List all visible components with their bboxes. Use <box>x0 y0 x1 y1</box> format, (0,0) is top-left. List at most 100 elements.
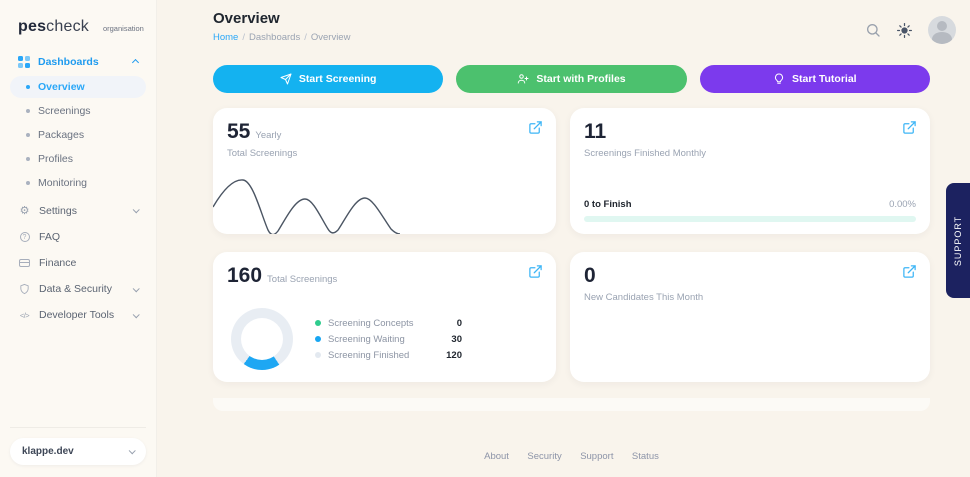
bullet-icon <box>26 181 30 185</box>
shield-icon <box>18 283 31 295</box>
page-title: Overview <box>213 10 280 27</box>
footer-link-about[interactable]: About <box>484 451 509 462</box>
sub-item-label: Packages <box>38 129 85 141</box>
donut-area: Screening Concepts 0 Screening Waiting 3… <box>231 308 462 370</box>
donut-chart <box>231 308 293 370</box>
sidebar-item-screenings[interactable]: Screenings <box>10 100 146 122</box>
sidebar: pescheck organisation Dashboards Overvie… <box>0 0 157 477</box>
user-plus-icon <box>518 74 529 84</box>
header-actions <box>865 10 956 44</box>
legend-row-finished: Screening Finished 120 <box>315 350 462 361</box>
breadcrumb-home[interactable]: Home <box>213 32 239 43</box>
code-icon: </> <box>19 310 30 320</box>
sidebar-item-data-security[interactable]: Data & Security <box>10 277 146 301</box>
progress-bar <box>584 216 916 222</box>
start-screening-button[interactable]: Start Screening <box>213 65 444 93</box>
lightbulb-icon <box>775 73 784 84</box>
avatar[interactable] <box>928 16 956 44</box>
main-content: Overview Home / Dashboards / Overview Start … <box>157 0 970 477</box>
progress-percent: 0.00% <box>889 199 916 210</box>
external-link-icon[interactable] <box>528 120 543 135</box>
yearly-sparkline-chart <box>213 179 401 234</box>
sidebar-item-label: Developer Tools <box>39 309 115 321</box>
start-with-profiles-button[interactable]: Start with Profiles <box>456 65 687 93</box>
bullet-icon <box>26 109 30 113</box>
sidebar-item-settings[interactable]: ⚙ Settings <box>10 198 146 223</box>
sidebar-item-monitoring[interactable]: Monitoring <box>10 172 146 194</box>
question-icon: ? <box>18 232 31 242</box>
external-link-icon[interactable] <box>902 264 917 279</box>
footer-link-status[interactable]: Status <box>631 451 659 462</box>
card-new-candidates: 0 New Candidates This Month <box>570 252 930 382</box>
sidebar-item-profiles[interactable]: Profiles <box>10 148 146 170</box>
header-titles: Overview Home / Dashboards / Overview <box>213 10 350 43</box>
monthly-label: Screenings Finished Monthly <box>584 148 706 159</box>
sidebar-item-label: FAQ <box>39 231 61 243</box>
stat-cards: 55 Yearly Total Screenings 11 Screenings … <box>213 108 930 382</box>
legend-dot-green <box>315 320 321 326</box>
sidebar-item-label: Dashboards <box>38 56 99 68</box>
legend-row-waiting: Screening Waiting 30 <box>315 334 462 345</box>
breadcrumb: Home / Dashboards / Overview <box>213 32 351 43</box>
candidates-label: New Candidates This Month <box>584 292 704 303</box>
sidebar-item-developer-tools[interactable]: </> Developer Tools <box>10 303 146 327</box>
bullet-icon <box>26 157 30 161</box>
action-buttons: Start Screening Start with Profiles Star… <box>213 65 930 93</box>
chevron-down-icon <box>128 447 136 455</box>
card-monthly-finished: 11 Screenings Finished Monthly 0 to Fini… <box>570 108 930 234</box>
workspace-selector[interactable]: klappe.dev <box>10 438 146 465</box>
candidates-value: 0 <box>584 264 596 287</box>
sub-item-label: Overview <box>38 81 85 93</box>
sub-item-label: Monitoring <box>38 177 88 189</box>
footer-link-security[interactable]: Security <box>527 451 562 462</box>
sidebar-item-dashboards[interactable]: Dashboards <box>10 50 146 74</box>
legend-value: 30 <box>451 333 462 345</box>
sidebar-footer: klappe.dev <box>10 427 146 465</box>
theme-sun-icon[interactable] <box>897 22 912 38</box>
support-tab[interactable]: SUPPORT <box>946 183 970 298</box>
legend-label: Screening Finished <box>328 349 410 361</box>
sidebar-item-finance[interactable]: Finance <box>10 251 146 275</box>
footer-links: About Security Support Status <box>213 446 930 464</box>
organisation-label: organisation <box>102 24 144 33</box>
external-link-icon[interactable] <box>528 264 543 279</box>
sidebar-item-overview[interactable]: Overview <box>10 76 146 98</box>
breadcrumb-dashboards[interactable]: Dashboards <box>248 32 301 43</box>
chevron-down-icon <box>132 284 140 292</box>
bullet-icon <box>26 133 30 137</box>
sidebar-item-faq[interactable]: ? FAQ <box>10 225 146 249</box>
legend-value: 120 <box>446 349 462 361</box>
grid-icon <box>18 56 30 68</box>
support-tab-label: SUPPORT <box>953 215 963 266</box>
sidebar-item-label: Data & Security <box>39 283 112 295</box>
workspace-name: klappe.dev <box>22 446 74 457</box>
legend-dot-blue <box>315 336 321 342</box>
sub-item-label: Screenings <box>38 105 91 117</box>
button-label: Start Tutorial <box>792 73 857 85</box>
rocket-icon <box>280 73 292 85</box>
legend-label: Screening Waiting <box>328 333 405 345</box>
legend-row-concepts: Screening Concepts 0 <box>315 318 462 329</box>
monthly-value: 11 <box>584 120 607 143</box>
sidebar-item-label: Finance <box>39 257 77 269</box>
total-suffix: Total Screenings <box>267 274 338 285</box>
chevron-down-icon <box>132 206 140 214</box>
legend-dot-gray <box>315 352 321 358</box>
page-header: Overview Home / Dashboards / Overview <box>213 10 956 44</box>
card-total-screenings: 160 Total Screenings Screening Concepts 0… <box>213 252 556 382</box>
footer-link-support[interactable]: Support <box>580 451 614 462</box>
dashboards-subnav: Overview Screenings Packages Profiles Mo… <box>10 76 146 196</box>
breadcrumb-current: Overview <box>310 32 351 43</box>
start-tutorial-button[interactable]: Start Tutorial <box>699 65 930 93</box>
search-icon[interactable] <box>865 22 881 38</box>
card-yearly-screenings: 55 Yearly Total Screenings <box>213 108 556 234</box>
brand-logo[interactable]: pescheck organisation <box>10 14 146 50</box>
legend-label: Screening Concepts <box>328 317 414 329</box>
sidebar-item-packages[interactable]: Packages <box>10 124 146 146</box>
yearly-value: 55 Yearly <box>227 120 282 143</box>
yearly-suffix: Yearly <box>255 130 282 141</box>
logo-bold: pes <box>18 18 47 35</box>
external-link-icon[interactable] <box>902 120 917 135</box>
sidebar-item-label: Settings <box>39 204 77 217</box>
